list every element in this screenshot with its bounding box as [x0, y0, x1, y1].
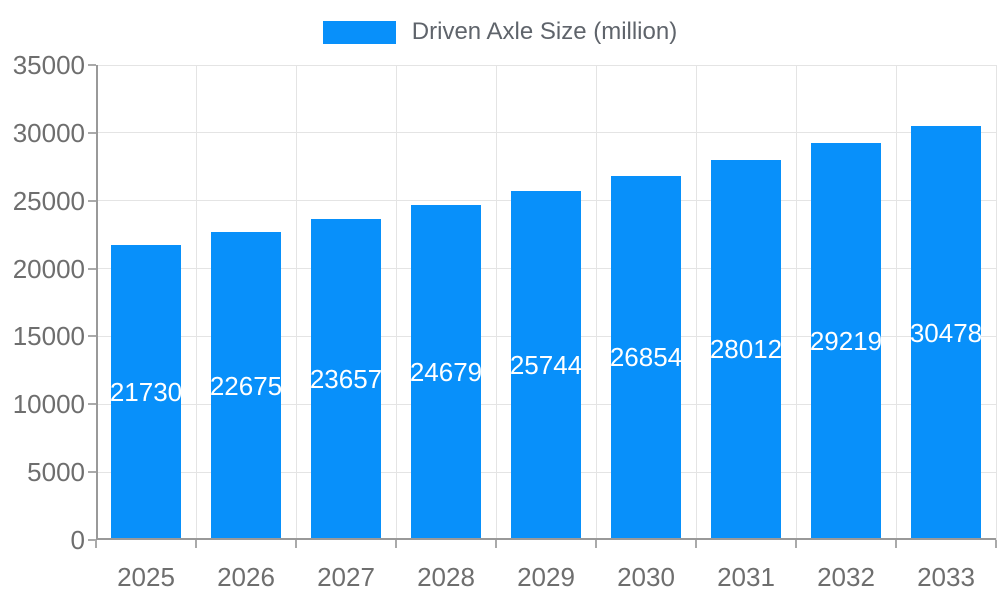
h-gridline-30000 [96, 132, 996, 134]
x-tick-mark-5 [595, 540, 597, 548]
x-tick-mark-8 [895, 540, 897, 548]
x-tick-mark-4 [495, 540, 497, 548]
y-tick-mark-5000 [88, 471, 96, 474]
y-tick-label-20000: 20000 [12, 253, 85, 284]
x-tick-label-2028: 2028 [417, 562, 475, 592]
bar-2030: 26854 [609, 175, 683, 540]
bar-2028: 24679 [409, 205, 483, 540]
x-tick-label-2026: 2026 [217, 562, 275, 592]
v-gridline-5 [595, 65, 597, 540]
plot-area: 21730 22675 23657 24679 25744 26854 28012 29219… [96, 64, 997, 540]
y-tick-label-25000: 25000 [12, 185, 85, 216]
x-tick-label-2025: 2025 [117, 562, 175, 592]
y-tick-mark-0 [88, 539, 96, 541]
x-tick-label-2032: 2032 [817, 562, 875, 592]
bar-value-label: 30478 [909, 317, 983, 348]
v-gridline-9 [995, 65, 997, 540]
x-axis-line [96, 538, 996, 540]
y-tick-mark-30000 [88, 131, 96, 134]
bar-2027: 23657 [309, 218, 383, 540]
y-axis-line [96, 65, 98, 540]
y-tick-label-15000: 15000 [12, 321, 85, 352]
y-tick-mark-10000 [88, 403, 96, 406]
v-gridline-2 [295, 65, 297, 540]
legend-label: Driven Axle Size (million) [411, 18, 678, 45]
x-tick-mark-1 [195, 540, 197, 548]
y-tick-label-35000: 35000 [12, 50, 85, 80]
v-gridline-3 [395, 65, 397, 540]
x-tick-label-2031: 2031 [717, 562, 775, 592]
y-tick-mark-20000 [88, 267, 96, 270]
bar-value-label: 22675 [209, 370, 283, 401]
x-tick-label-2030: 2030 [617, 562, 675, 592]
x-tick-mark-0 [95, 540, 97, 548]
bar-value-label: 24679 [409, 357, 483, 388]
bar-value-label: 25744 [509, 349, 583, 380]
x-tick-label-2029: 2029 [517, 562, 575, 592]
x-tick-mark-3 [395, 540, 397, 548]
x-tick-label-2027: 2027 [317, 562, 375, 592]
y-tick-label-30000: 30000 [12, 117, 85, 148]
x-tick-mark-9 [995, 540, 997, 548]
bar-2025: 21730 [109, 245, 183, 540]
bar-2032: 29219 [809, 143, 883, 540]
bar-2029: 25744 [509, 190, 583, 540]
y-tick-mark-15000 [88, 335, 96, 338]
v-gridline-8 [895, 65, 897, 540]
h-gridline-35000 [96, 64, 996, 66]
x-tick-mark-6 [695, 540, 697, 548]
v-gridline-4 [495, 65, 497, 540]
legend: Driven Axle Size (million) [0, 18, 1000, 46]
y-tick-label-0: 0 [70, 525, 85, 555]
bar-2026: 22675 [209, 232, 283, 540]
y-tick-label-10000: 10000 [12, 389, 85, 420]
legend-swatch [322, 20, 396, 44]
v-gridline-6 [695, 65, 697, 540]
y-tick-mark-35000 [88, 64, 96, 66]
x-tick-label-2033: 2033 [917, 562, 975, 592]
x-tick-mark-7 [795, 540, 797, 548]
bar-value-label: 23657 [309, 363, 383, 394]
bar-value-label: 26854 [609, 342, 683, 373]
bar-2033: 30478 [909, 126, 983, 540]
v-gridline-1 [195, 65, 197, 540]
bar-value-label: 29219 [809, 326, 883, 357]
bar-2031: 28012 [709, 159, 783, 540]
bar-value-label: 21730 [109, 377, 183, 408]
x-tick-mark-2 [295, 540, 297, 548]
y-tick-mark-25000 [88, 199, 96, 202]
v-gridline-7 [795, 65, 797, 540]
y-tick-label-5000: 5000 [27, 457, 85, 488]
bar-value-label: 28012 [709, 334, 783, 365]
